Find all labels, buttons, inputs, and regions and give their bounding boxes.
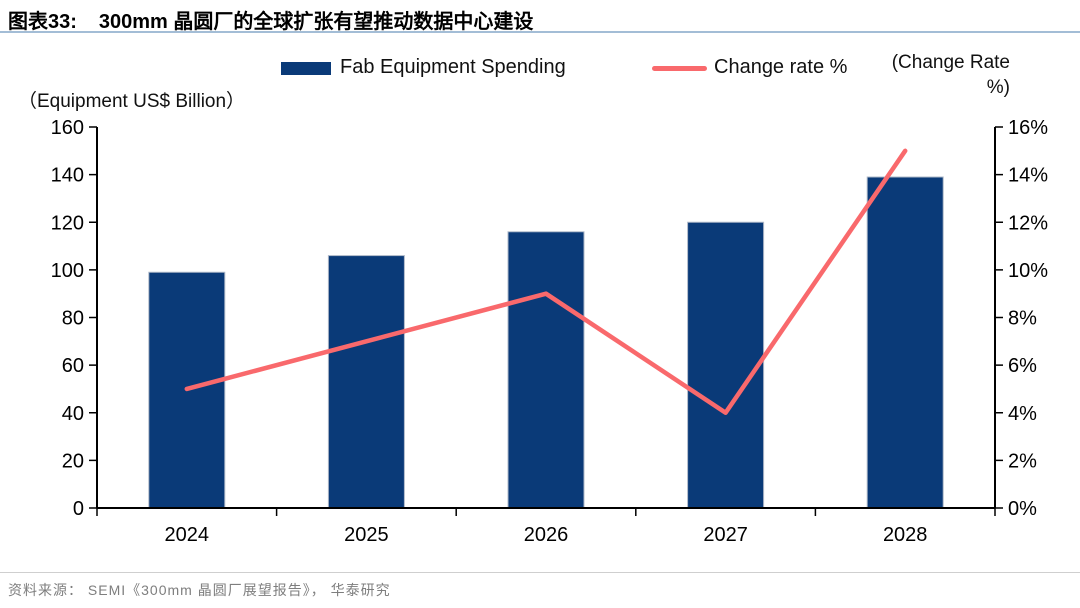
x-axis-label-2026: 2026 xyxy=(524,524,569,546)
left-axis-title: （Equipment US$ Billion） xyxy=(18,91,246,112)
legend-bar-swatch xyxy=(281,62,331,75)
change-rate-line xyxy=(184,148,908,415)
left-axis-tick-label: 100 xyxy=(51,260,84,282)
right-axis-title-line2: %) xyxy=(986,77,1010,98)
bar-2025 xyxy=(327,255,405,509)
bar-2027 xyxy=(687,221,765,509)
x-axis-label-2025: 2025 xyxy=(344,524,389,546)
left-axis-tick-label: 80 xyxy=(62,308,84,330)
x-axis-label-2024: 2024 xyxy=(165,524,210,546)
left-axis-tick-label: 140 xyxy=(51,165,84,187)
figure-title-row: 图表33: 300mm 晶圆厂的全球扩张有望推动数据中心建设 xyxy=(8,5,533,34)
legend-bar-label: Fab Equipment Spending xyxy=(340,56,566,78)
bar-2026 xyxy=(507,231,585,509)
right-axis-tick-label: 14% xyxy=(1008,165,1048,187)
left-axis-tick-label: 20 xyxy=(62,450,84,472)
source-note: 资料来源： SEMI《300mm 晶圆厂展望报告》， 华泰研究 xyxy=(8,582,391,598)
title-underline xyxy=(0,31,1080,33)
left-axis-tick-label: 120 xyxy=(51,212,84,234)
left-axis-tick-label: 60 xyxy=(62,355,84,377)
left-axis-tick-label: 0 xyxy=(73,498,84,520)
right-axis-tick-label: 4% xyxy=(1008,403,1037,425)
footer-divider xyxy=(0,572,1080,573)
bar-2028 xyxy=(866,176,944,509)
figure-label: 图表33: xyxy=(8,11,77,33)
left-axis-tick-label: 40 xyxy=(62,403,84,425)
right-axis-tick-label: 10% xyxy=(1008,260,1048,282)
x-axis-label-2028: 2028 xyxy=(883,524,928,546)
right-axis-tick-label: 12% xyxy=(1008,212,1048,234)
figure-title: 300mm 晶圆厂的全球扩张有望推动数据中心建设 xyxy=(98,11,534,33)
legend-line-marker xyxy=(652,66,707,71)
right-axis-tick-label: 8% xyxy=(1008,308,1037,330)
right-axis-tick-label: 6% xyxy=(1008,355,1037,377)
right-axis-title-line1: (Change Rate xyxy=(891,52,1010,73)
right-axis-tick-label: 2% xyxy=(1008,450,1037,472)
right-axis-tick-label: 16% xyxy=(1008,117,1048,139)
right-axis-tick-label: 0% xyxy=(1008,498,1037,520)
legend-line-label: Change rate % xyxy=(714,56,848,78)
x-axis-label-2027: 2027 xyxy=(703,524,748,546)
left-axis-tick-label: 160 xyxy=(51,117,84,139)
right-axis-title: (Change Rate %) xyxy=(790,50,1010,100)
